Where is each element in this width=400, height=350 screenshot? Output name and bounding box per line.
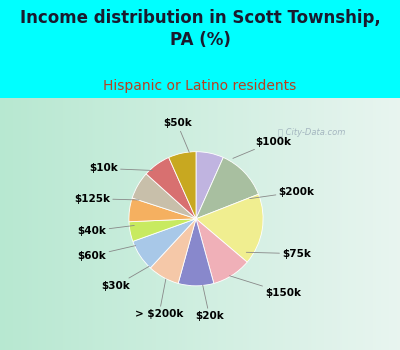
- Wedge shape: [169, 152, 196, 219]
- Text: $200k: $200k: [250, 187, 315, 199]
- Wedge shape: [150, 219, 196, 284]
- Wedge shape: [196, 158, 258, 219]
- Text: $75k: $75k: [246, 248, 311, 259]
- Wedge shape: [196, 152, 223, 219]
- Text: $40k: $40k: [78, 225, 134, 236]
- Text: > $200k: > $200k: [135, 279, 183, 319]
- Wedge shape: [196, 219, 247, 284]
- Text: Hispanic or Latino residents: Hispanic or Latino residents: [103, 79, 297, 93]
- Wedge shape: [129, 219, 196, 241]
- Text: $100k: $100k: [233, 136, 291, 158]
- Text: $20k: $20k: [195, 285, 224, 321]
- Text: $125k: $125k: [74, 194, 139, 204]
- Text: $50k: $50k: [163, 119, 192, 152]
- Wedge shape: [129, 198, 196, 222]
- Text: $10k: $10k: [89, 163, 152, 174]
- Text: ⓘ City-Data.com: ⓘ City-Data.com: [278, 128, 346, 137]
- Text: Income distribution in Scott Township,
PA (%): Income distribution in Scott Township, P…: [20, 9, 380, 49]
- Text: $30k: $30k: [101, 266, 149, 291]
- Wedge shape: [178, 219, 214, 286]
- Wedge shape: [133, 219, 196, 268]
- Wedge shape: [132, 174, 196, 219]
- Text: $60k: $60k: [78, 246, 136, 261]
- Wedge shape: [196, 194, 263, 262]
- Text: $150k: $150k: [230, 276, 301, 298]
- Wedge shape: [146, 158, 196, 219]
